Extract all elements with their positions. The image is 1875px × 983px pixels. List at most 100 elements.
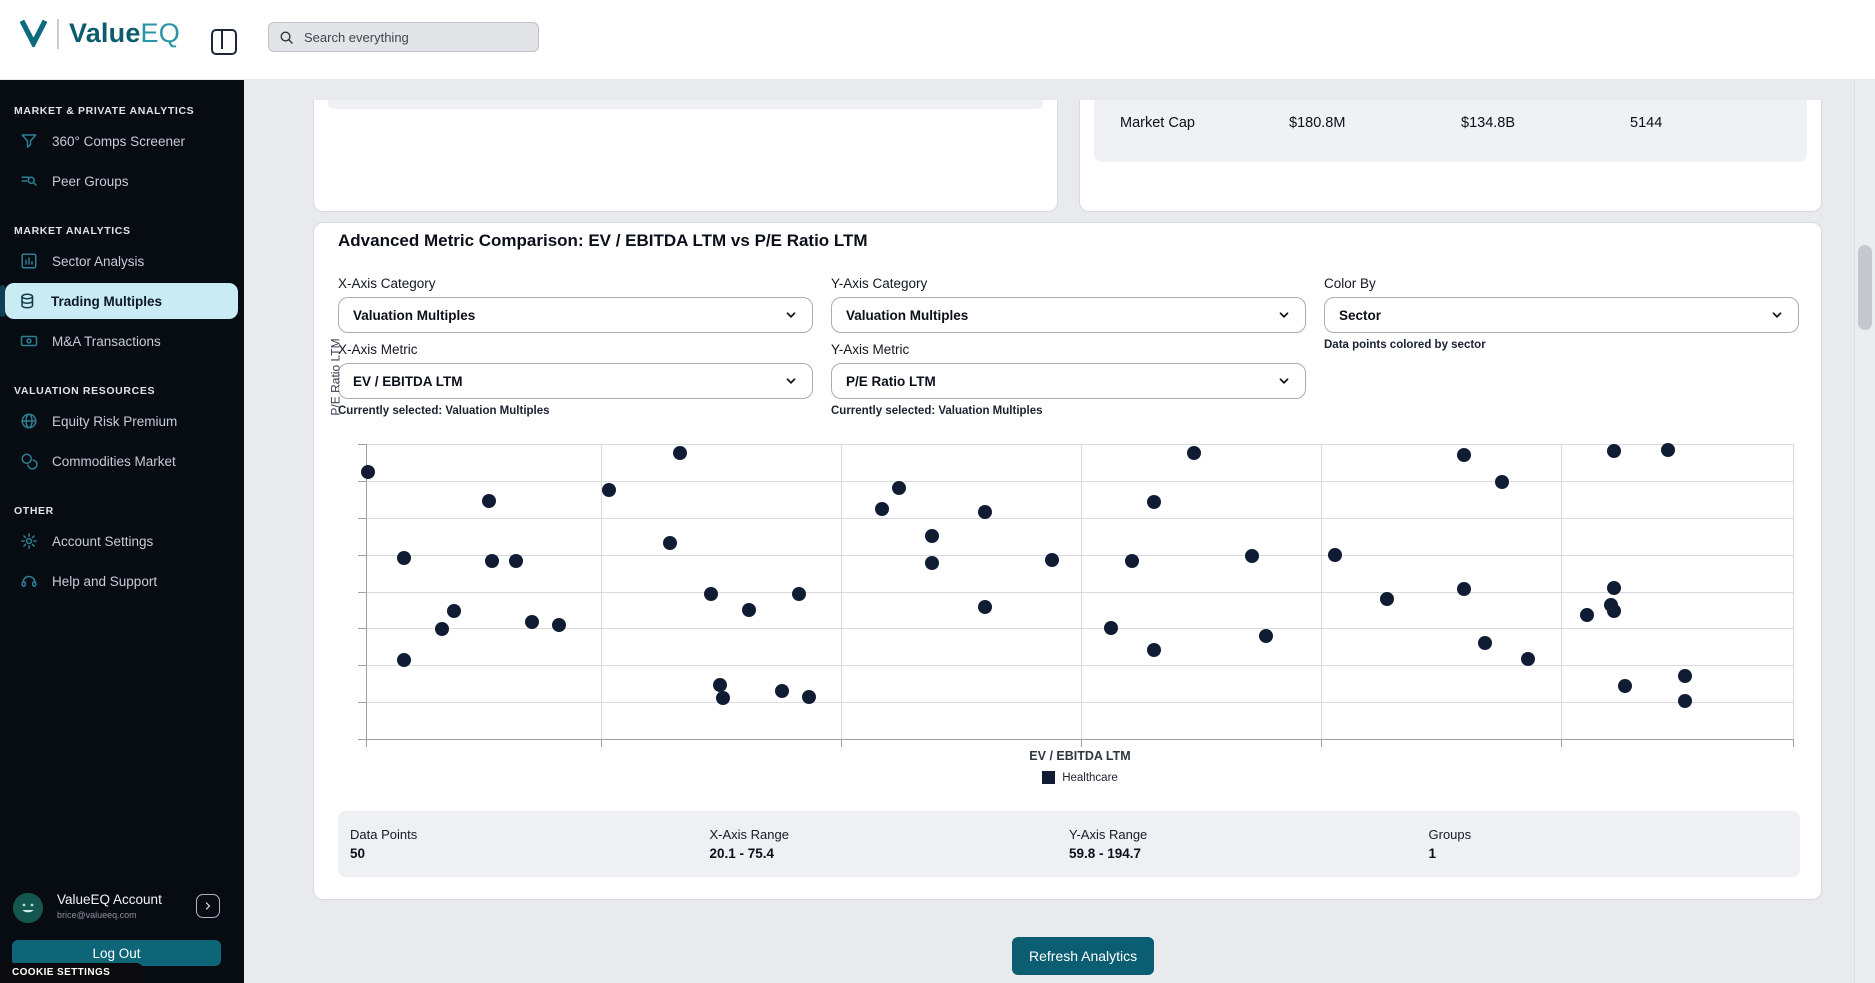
brand-bold: Value xyxy=(69,18,141,48)
market-cap-value-3: 5144 xyxy=(1630,115,1663,131)
scatter-point xyxy=(925,555,940,570)
y-axis-metric-label: Y-Axis Metric xyxy=(831,342,910,357)
chevron-down-icon xyxy=(786,378,796,384)
headset-icon xyxy=(20,572,38,590)
top-header: ValueEQ xyxy=(0,0,1875,80)
clipped-row-remnant xyxy=(328,100,1043,109)
search-icon xyxy=(279,30,294,45)
selected-value: Valuation Multiples xyxy=(353,307,476,323)
advanced-metric-card: Advanced Metric Comparison: EV / EBITDA … xyxy=(313,222,1822,900)
sidebar-item-label: Trading Multiples xyxy=(51,293,163,309)
sidebar-item-equity-risk-premium[interactable]: Equity Risk Premium xyxy=(6,403,238,439)
coins-icon xyxy=(19,292,37,310)
color-by-select[interactable]: Sector xyxy=(1324,297,1799,333)
scatter-point xyxy=(1477,635,1492,650)
y-axis-metric-helper: Currently selected: Valuation Multiples xyxy=(831,405,1043,417)
y-axis-category-label: Y-Axis Category xyxy=(831,276,928,291)
market-cap-value-2: $134.8B xyxy=(1461,115,1516,131)
sidebar-item-commodities-market[interactable]: Commodities Market xyxy=(6,443,238,479)
scatter-point xyxy=(1380,592,1395,607)
scatter-point xyxy=(1146,494,1161,509)
refresh-analytics-button[interactable]: Refresh Analytics xyxy=(1012,937,1155,975)
scatter-point xyxy=(1661,443,1676,457)
scatter-point xyxy=(1244,549,1259,564)
sidebar-item-account-settings[interactable]: Account Settings xyxy=(6,523,238,559)
sidebar-item-comps-screener[interactable]: 360° Comps Screener xyxy=(6,123,238,159)
selected-value: P/E Ratio LTM xyxy=(846,373,936,389)
y-axis-category-select[interactable]: Valuation Multiples xyxy=(831,297,1306,333)
sidebar-item-label: 360° Comps Screener xyxy=(52,133,185,149)
stat-x-axis-range: X-Axis Range 20.1 - 75.4 xyxy=(710,827,1070,861)
x-axis-category-select[interactable]: Valuation Multiples xyxy=(338,297,813,333)
stat-value: 50 xyxy=(350,846,366,861)
section-title: Advanced Metric Comparison: EV / EBITDA … xyxy=(338,231,868,250)
account-expand-button[interactable] xyxy=(196,894,220,918)
sidebar-item-sector-analysis[interactable]: Sector Analysis xyxy=(6,243,238,279)
scatter-point xyxy=(892,480,907,495)
selected-value: EV / EBITDA LTM xyxy=(353,373,463,389)
y-axis-metric-select[interactable]: P/E Ratio LTM xyxy=(831,363,1306,399)
scatter-point xyxy=(1606,443,1621,458)
x-axis-metric-label: X-Axis Metric xyxy=(338,342,418,357)
x-axis-metric-control: X-Axis Metric EV / EBITDA LTM Currently … xyxy=(338,342,813,417)
chart-legend: Healthcare xyxy=(366,771,1794,784)
scatter-point xyxy=(396,653,411,668)
scatter-point xyxy=(1104,621,1119,636)
stat-label: Groups xyxy=(1428,827,1472,842)
stat-label: X-Axis Range xyxy=(709,827,789,842)
scatter-point xyxy=(1258,629,1273,644)
search-input[interactable] xyxy=(302,28,528,46)
scatter-point xyxy=(977,504,992,519)
logo-v-icon xyxy=(20,20,47,47)
coins-pair-icon xyxy=(20,452,38,470)
logout-button[interactable]: Log Out xyxy=(12,940,221,966)
scatter-point xyxy=(1678,694,1692,708)
global-search[interactable] xyxy=(268,22,539,52)
scatter-point xyxy=(715,691,730,706)
avatar[interactable] xyxy=(13,893,43,923)
scatter-point xyxy=(1606,581,1621,596)
scatter-point xyxy=(742,603,757,617)
chevron-down-icon xyxy=(786,312,796,318)
scatter-point xyxy=(1327,547,1342,562)
legend-label: Healthcare xyxy=(1062,771,1118,784)
bar-chart-icon xyxy=(20,252,38,270)
scatter-point xyxy=(1187,445,1202,460)
cookie-settings-button[interactable]: COOKIE SETTINGS xyxy=(0,963,145,983)
scatter-point xyxy=(551,617,566,632)
x-axis-category-control: X-Axis Category Valuation Multiples xyxy=(338,276,813,333)
scatter-point xyxy=(484,553,499,568)
scatter-point xyxy=(1606,603,1621,618)
y-axis-category-control: Y-Axis Category Valuation Multiples xyxy=(831,276,1306,333)
selected-value: Valuation Multiples xyxy=(846,307,969,323)
sidebar-item-ma-transactions[interactable]: M&A Transactions xyxy=(6,323,238,359)
list-search-icon xyxy=(20,172,38,190)
scatter-point xyxy=(446,603,461,618)
vertical-scrollbar xyxy=(1854,79,1875,983)
main-content: Market Cap $180.8M $134.8B 5144 Advanced… xyxy=(244,79,1875,983)
scatter-point xyxy=(1520,651,1535,666)
sidebar-item-trading-multiples[interactable]: Trading Multiples xyxy=(0,283,238,319)
x-axis-metric-select[interactable]: EV / EBITDA LTM xyxy=(338,363,813,399)
chart-stats-bar: Data Points 50 X-Axis Range 20.1 - 75.4 … xyxy=(338,811,1800,877)
sidebar-item-help-support[interactable]: Help and Support xyxy=(6,563,238,599)
sidebar-item-label: M&A Transactions xyxy=(52,333,161,349)
scatter-point xyxy=(1125,553,1140,568)
scatter-point xyxy=(925,528,940,543)
logo-divider xyxy=(57,18,59,49)
app-logo: ValueEQ xyxy=(20,18,180,49)
scatter-point xyxy=(1146,643,1161,658)
account-email: brice@valueeq.com xyxy=(57,910,137,920)
scatter-point xyxy=(663,536,678,551)
scrollbar-thumb[interactable] xyxy=(1858,245,1872,330)
top-right-card: Market Cap $180.8M $134.8B 5144 xyxy=(1079,100,1822,212)
stat-value: 1 xyxy=(1428,846,1437,861)
scatter-point xyxy=(434,621,449,636)
sidebar-toggle-icon[interactable] xyxy=(211,29,237,55)
market-cap-value-1: $180.8M xyxy=(1289,115,1346,131)
sidebar-item-peer-groups[interactable]: Peer Groups xyxy=(6,163,238,199)
market-cap-label: Market Cap xyxy=(1120,115,1195,131)
globe-icon xyxy=(20,412,38,430)
sidebar-section-label: MARKET & PRIVATE ANALYTICS xyxy=(14,105,195,117)
scatter-point xyxy=(801,690,816,705)
